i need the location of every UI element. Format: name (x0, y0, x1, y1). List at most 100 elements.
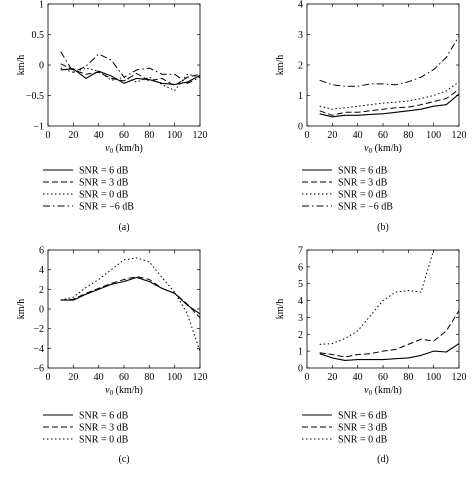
y-axis-label: km/h (275, 299, 286, 320)
series-lines (60, 257, 200, 352)
y-tick-label: −6 (33, 364, 44, 375)
x-tick-label: 100 (167, 372, 182, 383)
y-tick-label: 5 (298, 279, 303, 290)
x-axis-label: v0 (km/h) (364, 385, 402, 397)
y-axis-label: km/h (16, 299, 27, 320)
series-line-3 (319, 250, 459, 345)
series-line-3 (60, 257, 200, 352)
series-line-3 (60, 67, 200, 92)
x-tick-label: 100 (426, 130, 441, 141)
plot-frame (47, 249, 201, 369)
series-line-4 (319, 35, 459, 87)
legend-label: SNR = 0 dB (338, 435, 388, 446)
x-tick-label: 120 (193, 372, 208, 383)
y-tick-label: 7 (298, 246, 303, 257)
plot-frame (306, 3, 460, 127)
x-tick-label: 20 (327, 130, 337, 141)
x-axis-label-sub: 0 (110, 389, 114, 397)
x-tick-label: 120 (193, 130, 208, 141)
panel-label: (b) (377, 222, 389, 233)
x-axis-label-unit: (km/h) (113, 385, 143, 396)
x-axis-label-var: v (364, 143, 369, 154)
series-line-2 (60, 63, 200, 87)
y-tick-label: 6 (298, 262, 303, 273)
x-tick-label: 80 (144, 372, 154, 383)
y-tick-label: 3 (298, 30, 303, 41)
y-tick-label: −0.5 (26, 91, 44, 102)
y-tick-label: 4 (39, 265, 44, 276)
x-tick-label: 60 (119, 372, 129, 383)
y-axis-label: km/h (16, 55, 27, 76)
x-axis-label: v0 (km/h) (105, 143, 143, 155)
x-tick-label: 80 (403, 130, 413, 141)
y-tick-label: 1 (298, 91, 303, 102)
y-tick-label: 1 (298, 347, 303, 358)
x-axis-label-sub: 0 (369, 389, 373, 397)
x-tick-label: 60 (378, 372, 388, 383)
legend-label: SNR = 0 dB (338, 190, 388, 201)
x-tick-label: 60 (378, 130, 388, 141)
y-tick-label: 0.5 (32, 30, 45, 41)
legend-label: SNR = 0 dB (79, 435, 129, 446)
legend-label: SNR = 6 dB (338, 166, 388, 177)
legend-label: SNR = 3 dB (79, 423, 129, 434)
x-tick-label: 60 (119, 130, 129, 141)
plot-frame (47, 3, 201, 127)
x-tick-label: 120 (452, 372, 467, 383)
y-axis-label: km/h (275, 55, 286, 76)
y-tick-label: 3 (298, 313, 303, 324)
series-line-1 (319, 93, 459, 118)
series-line-1 (319, 343, 459, 361)
x-tick-label: 80 (403, 372, 413, 383)
x-tick-label: 0 (305, 372, 310, 383)
x-axis-label-var: v (105, 143, 110, 154)
series-line-4 (60, 51, 200, 84)
series-lines (319, 35, 459, 118)
series-line-2 (319, 88, 459, 116)
x-tick-label: 40 (94, 372, 104, 383)
legend-label: SNR = 3 dB (338, 178, 388, 189)
legend-label: SNR = −6 dB (79, 202, 134, 213)
x-tick-label: 40 (353, 372, 363, 383)
x-tick-label: 100 (167, 130, 182, 141)
series-lines (60, 51, 200, 92)
x-axis-label-sub: 0 (369, 147, 373, 155)
x-axis-label: v0 (km/h) (105, 385, 143, 397)
y-tick-label: 2 (298, 330, 303, 341)
x-tick-label: 0 (305, 130, 310, 141)
legend-label: SNR = 0 dB (79, 190, 129, 201)
x-tick-label: 20 (68, 130, 78, 141)
x-tick-label: 80 (144, 130, 154, 141)
y-tick-label: 2 (39, 285, 44, 296)
x-axis-label-unit: (km/h) (113, 143, 143, 154)
x-tick-label: 40 (94, 130, 104, 141)
legend-label: SNR = 6 dB (338, 411, 388, 422)
x-tick-label: 100 (426, 372, 441, 383)
x-tick-label: 0 (46, 130, 51, 141)
legend-label: SNR = −6 dB (338, 202, 393, 213)
x-tick-label: 20 (327, 372, 337, 383)
legend-label: SNR = 6 dB (79, 411, 129, 422)
y-tick-label: 4 (298, 296, 303, 307)
x-axis-label-var: v (364, 385, 369, 396)
series-line-2 (319, 310, 459, 358)
panel-label: (a) (118, 222, 129, 233)
x-axis-label-var: v (105, 385, 110, 396)
legend-label: SNR = 3 dB (338, 423, 388, 434)
x-axis-label-unit: (km/h) (372, 385, 402, 396)
y-tick-label: −4 (33, 344, 44, 355)
series-line-2 (60, 276, 200, 319)
y-tick-label: 0 (298, 364, 303, 375)
panel-label: (d) (377, 454, 389, 465)
y-tick-label: 2 (298, 61, 303, 72)
x-tick-label: 20 (68, 372, 78, 383)
series-lines (319, 250, 459, 361)
series-line-3 (319, 81, 459, 110)
